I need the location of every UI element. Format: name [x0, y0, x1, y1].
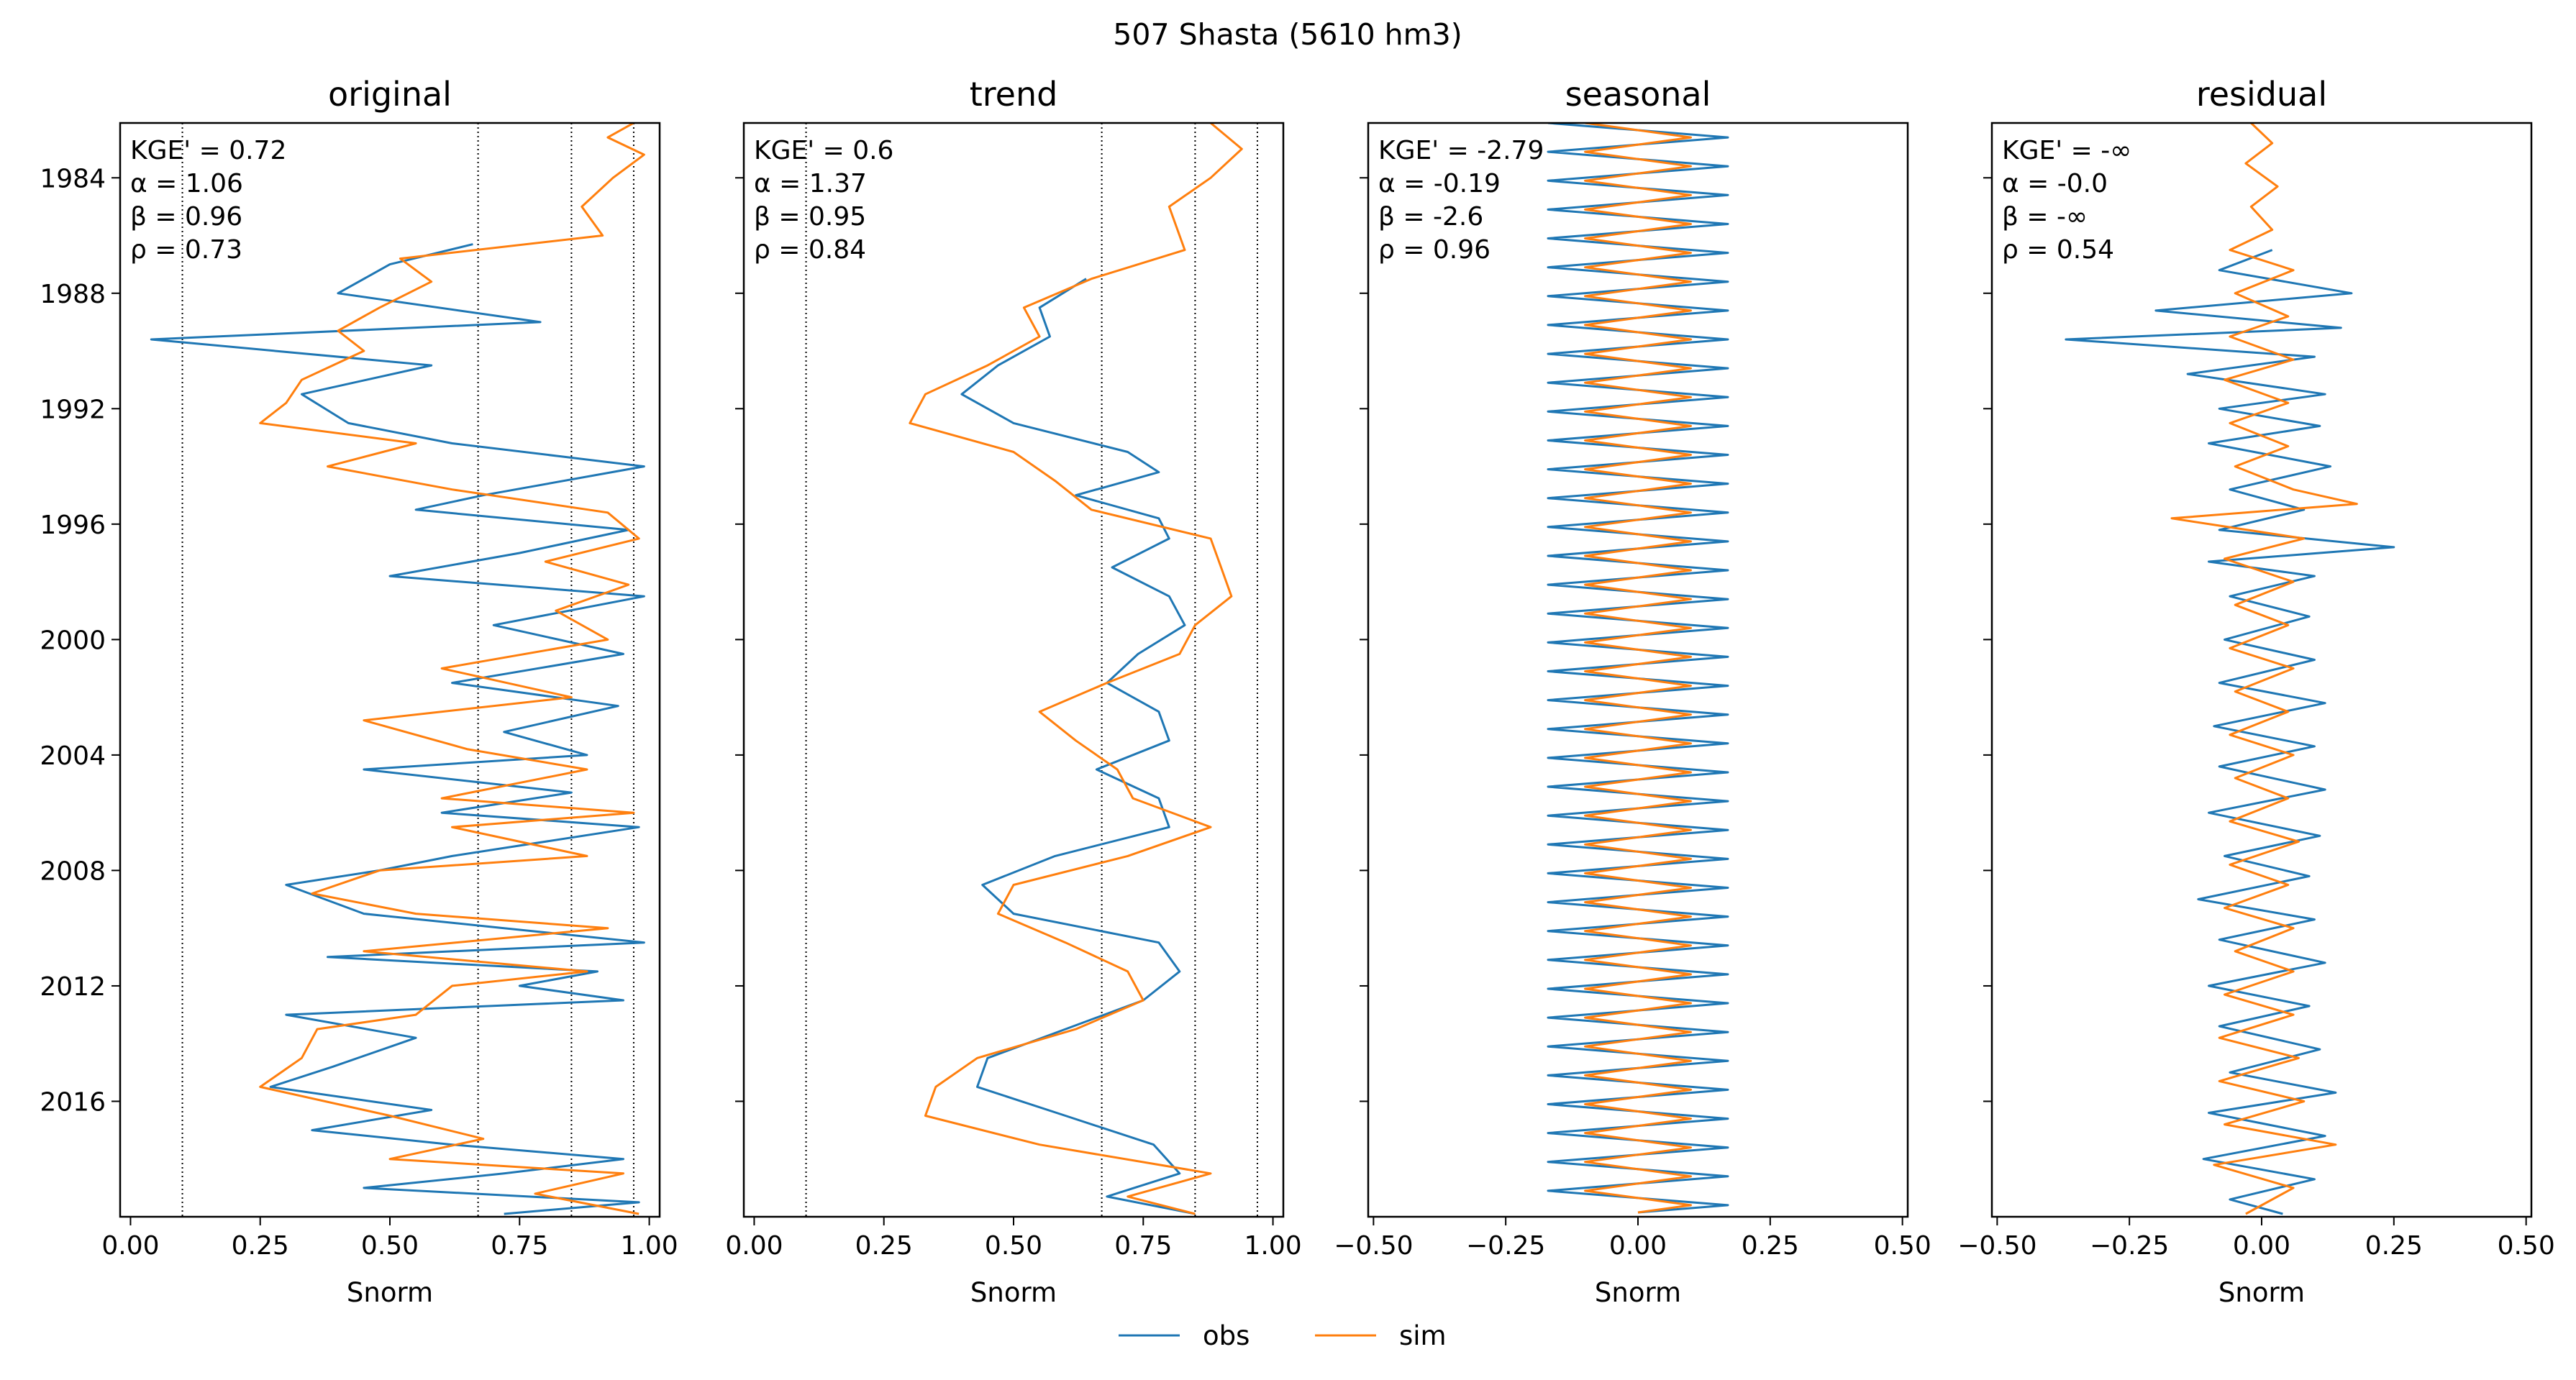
y-tick-label: 2004: [40, 741, 106, 771]
x-tick-label: 0.00: [101, 1231, 159, 1261]
x-tick-label: −0.50: [1334, 1231, 1413, 1261]
metric-rho: ρ = 0.73: [130, 235, 242, 265]
x-axis-label: Snorm: [1595, 1277, 1681, 1308]
series-obs-line: [1547, 123, 1729, 1214]
metric-kge: KGE' = -∞: [2002, 136, 2131, 165]
series-sim-line: [2170, 123, 2358, 1215]
y-tick-label: 1988: [40, 280, 106, 309]
x-tick-label: 0.00: [725, 1231, 783, 1261]
plot-area: [909, 123, 1243, 1215]
axes-frame: [1990, 122, 2533, 1218]
metric-alpha: α = 1.37: [754, 169, 867, 198]
metric-kge: KGE' = 0.6: [754, 136, 893, 165]
panel-trend: trend 0.00 0.25 0.50 0.75 1.00 Snorm KGE' = 0.6…: [725, 75, 1301, 1308]
metric-kge: KGE' = 0.72: [130, 136, 286, 165]
figure-title: 507 Shasta (5610 hm3): [1113, 17, 1462, 52]
x-tick-label: 1.00: [1244, 1231, 1301, 1261]
legend-sim-label: sim: [1399, 1320, 1447, 1351]
axes-frame: [119, 122, 661, 1218]
metric-beta: β = -2.6: [1378, 202, 1483, 232]
x-tick-label: −0.25: [1466, 1231, 1545, 1261]
x-tick-label: 0.50: [985, 1231, 1042, 1261]
y-tick-label: 2016: [40, 1087, 106, 1117]
x-axis-label: Snorm: [970, 1277, 1057, 1308]
plot-area: [150, 123, 645, 1215]
panel-title: trend: [970, 75, 1058, 114]
x-tick-label: 0.75: [1114, 1231, 1172, 1261]
series-obs-line: [2065, 249, 2395, 1215]
y-tick-label: 1992: [40, 395, 106, 424]
metric-beta: β = -∞: [2002, 202, 2088, 232]
x-tick-label: 0.25: [1742, 1231, 1799, 1261]
panels: original 0.00 0.25 0.50 0.75 1.00 Snorm 1984 198…: [40, 75, 2554, 1308]
series-sim-line: [259, 123, 645, 1215]
x-tick-label: 0.25: [232, 1231, 289, 1261]
metric-alpha: α = -0.0: [2002, 169, 2108, 198]
x-tick-label: 0.50: [1874, 1231, 1931, 1261]
metric-rho: ρ = 0.54: [2002, 235, 2114, 265]
x-tick-label: 0.25: [2365, 1231, 2423, 1261]
x-tick-label: 0.00: [2233, 1231, 2290, 1261]
plot-area: [2065, 123, 2395, 1215]
x-tick-label: 0.50: [2498, 1231, 2555, 1261]
panel-residual: residual −0.50 −0.25 0.00 0.25 0.50 Snorm KGE' …: [1957, 75, 2555, 1308]
panel-seasonal: seasonal −0.50 −0.25 0.00 0.25 0.50 Snorm KGE' …: [1334, 75, 1931, 1308]
plot-area: [1547, 123, 1729, 1214]
panel-original: original 0.00 0.25 0.50 0.75 1.00 Snorm 1984 198…: [40, 75, 678, 1308]
x-tick-label: 0.50: [361, 1231, 419, 1261]
panel-title: original: [328, 75, 452, 114]
metric-kge: KGE' = -2.79: [1378, 136, 1544, 165]
metric-beta: β = 0.96: [130, 202, 242, 232]
legend-obs-label: obs: [1203, 1320, 1250, 1351]
legend: obs sim: [1119, 1320, 1447, 1351]
x-axis-label: Snorm: [347, 1277, 433, 1308]
axes-frame: [742, 122, 1285, 1218]
y-tick-label: 1984: [40, 164, 106, 193]
x-tick-label: −0.25: [2090, 1231, 2169, 1261]
y-tick-label: 2000: [40, 626, 106, 655]
x-axis-label: Snorm: [2218, 1277, 2305, 1308]
x-tick-label: −0.50: [1957, 1231, 2036, 1261]
x-tick-label: 0.25: [855, 1231, 913, 1261]
x-tick-label: 0.75: [491, 1231, 548, 1261]
metric-beta: β = 0.95: [754, 202, 866, 232]
series-sim-line: [1584, 123, 1692, 1214]
x-tick-label: 1.00: [620, 1231, 678, 1261]
y-tick-label: 1996: [40, 511, 106, 540]
metric-alpha: α = 1.06: [130, 169, 243, 198]
y-tick-label: 2012: [40, 972, 106, 1002]
panel-title: residual: [2196, 75, 2327, 114]
y-tick-label: 2008: [40, 856, 106, 886]
panel-title: seasonal: [1565, 75, 1711, 114]
metric-rho: ρ = 0.96: [1378, 235, 1490, 265]
metric-alpha: α = -0.19: [1378, 169, 1501, 198]
series-sim-line: [909, 123, 1243, 1215]
series-obs-line: [960, 278, 1196, 1215]
x-tick-label: 0.00: [1609, 1231, 1667, 1261]
metric-rho: ρ = 0.84: [754, 235, 866, 265]
